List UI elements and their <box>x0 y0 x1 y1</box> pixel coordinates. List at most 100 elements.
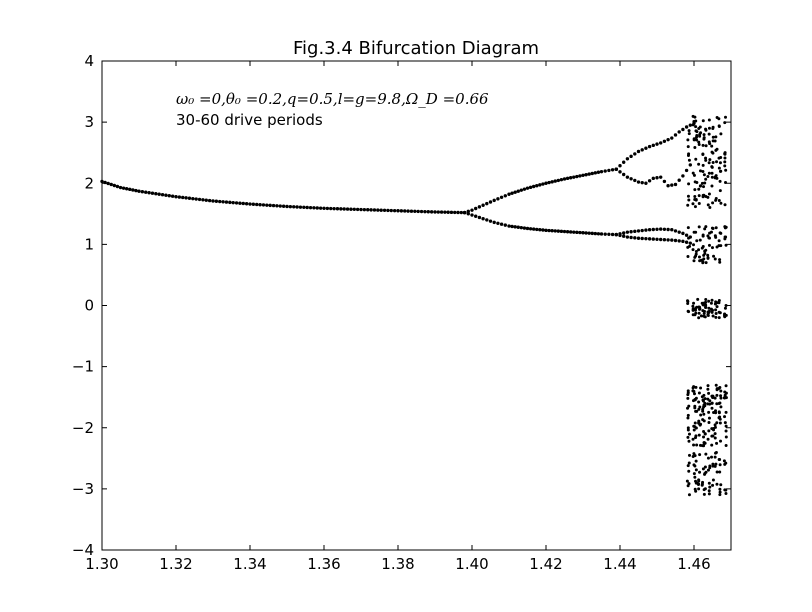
data-point <box>706 384 710 388</box>
data-point <box>647 179 652 183</box>
data-point <box>673 229 678 233</box>
data-point <box>687 129 691 133</box>
data-point <box>719 389 723 393</box>
data-point <box>474 214 478 218</box>
data-point <box>686 406 690 410</box>
data-point <box>697 391 701 395</box>
data-point <box>466 209 470 214</box>
data-point <box>379 208 383 212</box>
data-point <box>184 196 188 200</box>
data-point <box>707 391 711 395</box>
data-point <box>710 246 714 250</box>
data-point <box>701 119 705 123</box>
data-point <box>699 413 703 417</box>
data-point <box>691 437 695 441</box>
data-point <box>708 158 712 162</box>
data-point <box>590 171 594 176</box>
data-point <box>112 183 117 188</box>
data-point <box>723 390 727 394</box>
data-point <box>707 132 711 136</box>
data-point <box>538 228 542 232</box>
data-point <box>702 403 706 407</box>
data-point <box>724 435 728 439</box>
data-point <box>699 386 703 390</box>
data-point <box>607 232 611 236</box>
data-point <box>481 217 485 221</box>
data-point <box>698 134 702 138</box>
data-point <box>696 297 700 301</box>
y-tick-label: −1 <box>72 358 94 376</box>
data-point <box>723 312 727 316</box>
data-point <box>718 189 722 193</box>
data-point <box>692 389 696 393</box>
data-point <box>693 188 697 192</box>
data-point <box>717 239 721 243</box>
y-tick-label: −3 <box>72 480 94 498</box>
data-point <box>710 401 714 405</box>
data-point <box>704 156 708 160</box>
data-point <box>544 181 548 185</box>
y-tick-label: −4 <box>72 541 94 559</box>
data-point <box>677 239 681 243</box>
data-point <box>503 223 507 227</box>
data-point <box>706 437 710 441</box>
data-point <box>684 233 689 237</box>
data-point <box>599 232 604 236</box>
data-point <box>714 135 718 139</box>
data-point <box>525 186 530 190</box>
data-point <box>234 201 239 205</box>
data-point <box>714 226 718 230</box>
data-point <box>704 300 708 304</box>
data-point <box>694 135 698 139</box>
data-point <box>510 224 514 229</box>
data-point <box>456 210 460 215</box>
data-point <box>629 235 633 240</box>
data-point <box>633 152 637 156</box>
data-point <box>724 396 728 400</box>
data-point <box>436 210 440 214</box>
data-point <box>718 470 722 474</box>
data-point <box>578 230 582 235</box>
data-point <box>335 207 340 211</box>
data-point <box>698 238 702 242</box>
data-point <box>717 166 721 170</box>
data-point <box>587 231 591 235</box>
data-point <box>666 227 670 232</box>
data-point <box>707 161 711 165</box>
data-point <box>581 173 585 177</box>
data-point <box>439 210 444 214</box>
data-point <box>181 195 185 200</box>
data-point <box>614 232 618 237</box>
data-point <box>535 183 539 188</box>
data-point <box>453 210 457 215</box>
data-point <box>666 183 670 188</box>
data-point <box>522 226 527 230</box>
data-point <box>719 439 723 443</box>
data-point <box>575 230 579 235</box>
data-point <box>625 175 630 179</box>
data-point <box>525 226 530 231</box>
data-point <box>673 182 678 187</box>
data-point <box>697 225 701 229</box>
data-point <box>698 307 702 311</box>
data-point <box>625 230 630 234</box>
data-point <box>693 145 697 149</box>
data-point <box>295 205 299 209</box>
data-point <box>724 424 728 428</box>
data-point <box>681 239 685 244</box>
data-point <box>610 168 615 172</box>
data-point <box>640 228 644 233</box>
x-tick-label: 1.36 <box>307 555 340 573</box>
x-tick-label: 1.34 <box>233 555 266 573</box>
data-point <box>704 158 708 162</box>
data-point <box>423 209 427 214</box>
data-point <box>718 487 722 491</box>
data-point <box>707 126 711 130</box>
data-point <box>701 244 705 248</box>
data-point <box>686 138 690 142</box>
data-point <box>717 316 721 320</box>
data-point <box>655 227 659 231</box>
data-point <box>703 181 707 185</box>
data-point <box>470 213 474 217</box>
data-point <box>593 171 598 175</box>
